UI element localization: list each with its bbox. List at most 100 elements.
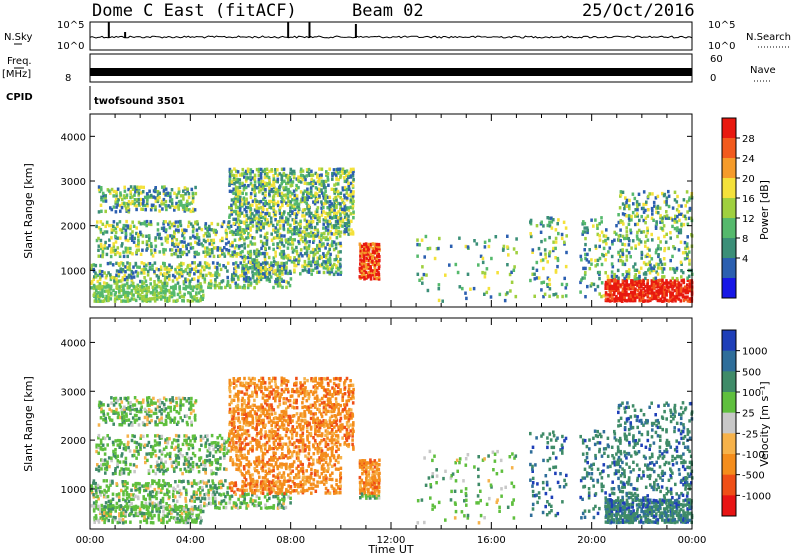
echo-cell — [151, 469, 155, 473]
echo-cell — [245, 228, 248, 232]
echo-cell — [268, 186, 271, 190]
echo-cell — [169, 451, 172, 456]
echo-cell — [625, 234, 629, 238]
echo-cell — [635, 212, 639, 216]
echo-cell — [301, 264, 304, 268]
echo-cell — [604, 258, 607, 262]
echo-cell — [164, 422, 168, 426]
echo-cell — [648, 271, 652, 275]
echo-cell — [648, 296, 652, 301]
echo-cell — [90, 504, 94, 508]
echo-cell — [661, 275, 664, 279]
echo-cell — [339, 264, 342, 268]
echo-cell — [237, 222, 241, 226]
echo-cell — [164, 238, 168, 243]
echo-cell — [149, 193, 153, 198]
echo-cell — [97, 497, 100, 501]
echo-cell — [135, 285, 138, 289]
echo-cell — [309, 230, 313, 234]
echo-cell — [608, 295, 612, 299]
echo-cell — [293, 218, 296, 222]
echo-cell — [282, 249, 285, 254]
echo-cell — [483, 292, 486, 296]
echo-cell — [125, 493, 129, 497]
echo-cell — [100, 410, 103, 414]
echo-cell — [227, 240, 230, 244]
echo-cell — [235, 467, 238, 471]
echo-cell — [120, 244, 123, 248]
echo-cell — [216, 441, 220, 445]
echo-cell — [105, 465, 109, 469]
echo-cell — [153, 261, 157, 265]
echo-cell — [627, 274, 631, 279]
echo-cell — [680, 279, 684, 283]
echo-cell — [640, 252, 644, 256]
echo-cell — [98, 282, 102, 286]
echo-cell — [168, 456, 172, 461]
echo-cell — [124, 236, 127, 240]
echo-cell — [247, 492, 250, 496]
echo-cell — [349, 205, 353, 209]
echo-cell — [690, 216, 693, 220]
echo-cell — [276, 193, 280, 198]
echo-cell — [679, 291, 683, 295]
echo-cell — [334, 246, 338, 250]
echo-cell — [156, 293, 159, 297]
echo-cell — [602, 254, 605, 258]
echo-cell — [621, 273, 625, 277]
echo-cell — [131, 234, 134, 238]
echo-cell — [318, 256, 321, 261]
echo-cell — [644, 234, 648, 238]
echo-cell — [121, 521, 125, 525]
echo-cell — [172, 488, 175, 493]
echo-cell — [646, 230, 649, 235]
echo-cell — [650, 297, 654, 301]
echo-cell — [140, 405, 143, 409]
echo-cell — [164, 469, 168, 473]
echo-cell — [264, 214, 267, 218]
echo-cell — [287, 253, 290, 258]
echo-cell — [185, 441, 188, 445]
echo-cell — [236, 212, 240, 216]
echo-cell — [265, 174, 269, 178]
echo-cell — [314, 191, 317, 195]
echo-cell — [375, 242, 379, 247]
echo-cell — [138, 296, 142, 301]
echo-cell — [675, 200, 679, 204]
echo-cell — [93, 516, 96, 520]
echo-cell — [116, 520, 120, 525]
echo-cell — [310, 192, 313, 196]
echo-cell — [94, 295, 98, 299]
echo-cell — [564, 286, 568, 290]
echo-cell — [128, 493, 131, 497]
echo-cell — [96, 463, 99, 467]
echo-cell — [154, 196, 157, 200]
echo-cell — [105, 467, 109, 472]
echo-cell — [177, 411, 181, 415]
echo-cell — [303, 218, 307, 222]
echo-cell — [201, 436, 205, 440]
echo-cell — [627, 251, 631, 255]
echo-cell — [243, 207, 246, 212]
echo-cell — [652, 281, 656, 285]
echo-cell — [317, 179, 321, 184]
echo-cell — [613, 279, 616, 283]
echo-cell — [320, 234, 323, 238]
echo-cell — [113, 518, 117, 522]
echo-cell — [204, 222, 208, 226]
echo-cell — [245, 277, 249, 281]
echo-cell — [159, 290, 163, 295]
echo-cell — [337, 210, 340, 214]
echo-cell — [131, 200, 134, 204]
echo-cell — [627, 272, 631, 276]
echo-cell — [345, 221, 349, 226]
echo-cell — [299, 252, 303, 256]
echo-cell — [477, 263, 480, 267]
echo-cell — [192, 277, 196, 281]
echo-cell — [141, 288, 144, 293]
echo-cell — [143, 287, 146, 291]
echo-cell — [162, 465, 166, 469]
echo-cell — [238, 285, 242, 289]
echo-cell — [120, 511, 123, 515]
echo-cell — [169, 400, 172, 405]
